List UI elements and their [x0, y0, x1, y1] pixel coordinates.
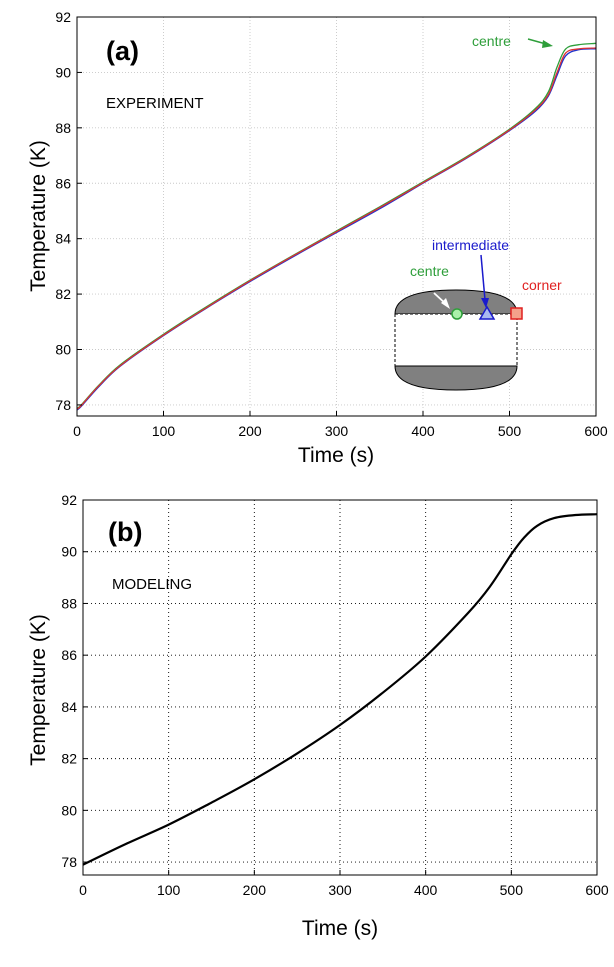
inset-bottom-cap [394, 365, 518, 391]
x-tick-label: 400 [414, 882, 438, 898]
x-tick-label: 0 [79, 882, 87, 898]
x-tick-label: 100 [157, 882, 181, 898]
panel-b: 0 100 200 300 400 500 600 78 80 82 84 86 88 90 92 (b)… [27, 492, 609, 940]
series-group-a [76, 42, 597, 411]
series-line-b-0 [82, 513, 598, 866]
x-tick-label: 400 [411, 423, 435, 439]
y-tick-label: 88 [61, 595, 77, 611]
x-tick-label: 600 [584, 423, 608, 439]
y-tick-label: 82 [61, 751, 77, 767]
y-tick-label: 80 [55, 342, 71, 358]
y-tick-label: 92 [61, 492, 77, 508]
arrow-centre-inset [433, 292, 450, 309]
y-tick-label: 80 [61, 802, 77, 818]
y-axis-label-b: Temperature (K) [27, 614, 50, 766]
x-tick-label: 500 [498, 423, 522, 439]
inset-body [394, 313, 518, 367]
x-tick-label: 200 [243, 882, 267, 898]
x-tick-label: 200 [238, 423, 262, 439]
y-tick-label: 86 [61, 647, 77, 663]
label-intermediate: intermediate [432, 237, 509, 253]
x-ticks-a: 0 100 200 300 400 500 600 [73, 411, 608, 439]
y-ticks-a: 78 80 82 84 86 88 90 92 [55, 9, 82, 413]
y-tick-label: 78 [61, 854, 77, 870]
y-tick-label: 82 [55, 286, 71, 302]
x-axis-label-a: Time (s) [298, 444, 374, 467]
y-tick-label: 84 [55, 231, 71, 247]
x-tick-label: 600 [585, 882, 609, 898]
y-tick-label: 86 [55, 175, 71, 191]
label-centre-inset: centre [410, 263, 449, 279]
y-tick-label: 78 [55, 397, 71, 413]
y-tick-label: 90 [55, 64, 71, 80]
label-corner: corner [522, 277, 562, 293]
x-tick-label: 0 [73, 423, 81, 439]
label-centre-top: centre [472, 33, 511, 49]
y-tick-label: 84 [61, 699, 77, 715]
y-axis-label-a: Temperature (K) [27, 140, 50, 292]
y-tick-label: 88 [55, 120, 71, 136]
series-group-b [82, 513, 598, 866]
arrow-centre-top [527, 38, 553, 48]
x-ticks-b: 0 100 200 300 400 500 600 [79, 870, 609, 898]
arrow-intermediate [480, 254, 489, 308]
y-ticks-b: 78 80 82 84 86 88 90 92 [61, 492, 88, 870]
x-tick-label: 300 [328, 882, 352, 898]
centre-marker [451, 308, 463, 320]
y-tick-label: 90 [61, 544, 77, 560]
panel-annotation-a: EXPERIMENT [106, 95, 204, 112]
panel-label-a: (a) [106, 36, 139, 66]
x-tick-label: 100 [152, 423, 176, 439]
sample-inset: intermediate centre corner [394, 237, 562, 391]
intermediate-marker [478, 305, 496, 320]
series-line-a-2 [76, 47, 597, 410]
y-tick-label: 92 [55, 9, 71, 25]
x-axis-label-b: Time (s) [302, 917, 378, 940]
x-tick-label: 300 [325, 423, 349, 439]
panel-label-b: (b) [108, 517, 142, 547]
panel-annotation-b: MODELING [112, 576, 192, 593]
x-tick-label: 500 [500, 882, 524, 898]
series-line-a-0 [76, 42, 597, 409]
panel-a: 0 100 200 300 400 500 600 78 80 82 84 86 88 90 92 (a)… [27, 9, 608, 467]
corner-marker [510, 307, 523, 320]
